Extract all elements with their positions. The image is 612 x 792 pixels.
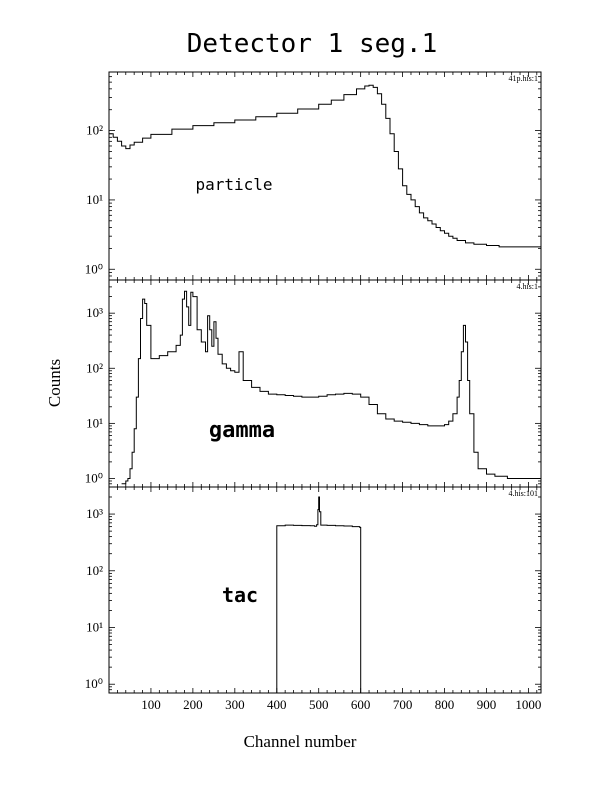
y-tick-label: 10³ — [86, 305, 103, 320]
y-tick-label: 10² — [86, 123, 103, 138]
histogram-id: 4.his:1 — [516, 282, 538, 291]
y-tick-label: 10¹ — [86, 415, 103, 430]
y-tick-label: 10⁰ — [85, 261, 103, 276]
panel-frame — [108, 71, 542, 281]
y-tick-label: 10² — [86, 563, 103, 578]
series-particle-line — [109, 84, 542, 248]
x-axis-label: Channel number — [244, 732, 357, 751]
panel-frame — [108, 486, 542, 694]
panel-particle: 10⁰ 10¹ 10² 41p.his:1 particle — [85, 71, 542, 281]
x-tick-label: 300 — [225, 697, 245, 712]
panel-label: particle — [195, 175, 272, 194]
y-tick-label: 10¹ — [86, 192, 103, 207]
x-tick-label: 1000 — [515, 697, 541, 712]
x-tick-label: 200 — [183, 697, 203, 712]
x-tick-label: 700 — [393, 697, 413, 712]
y-tick-label: 10¹ — [86, 619, 103, 634]
x-tick-label: 800 — [435, 697, 455, 712]
histogram-id: 41p.his:1 — [508, 74, 538, 83]
y-tick-label: 10³ — [86, 506, 103, 521]
y-axis-label: Counts — [45, 359, 64, 407]
panel-gamma: 10⁰ 10¹ 10² 10³ 4.his:1 gamma — [85, 279, 542, 488]
panels: 10⁰ 10¹ 10² 41p.his:1 particle 10⁰ 10¹ 10² 10³ 4.… — [85, 71, 542, 712]
panel-label: gamma — [209, 418, 275, 443]
panel-label: tac — [222, 583, 258, 607]
x-tick-label: 600 — [351, 697, 371, 712]
y-tick-label: 10⁰ — [85, 676, 103, 691]
x-tick-label: 500 — [309, 697, 329, 712]
y-tick-label: 10⁰ — [85, 470, 103, 485]
x-tick-label: 400 — [267, 697, 287, 712]
histogram-id: 4.his:101 — [508, 489, 538, 498]
series-tac-line — [275, 496, 362, 694]
y-tick-label: 10² — [86, 360, 103, 375]
series-gamma-line — [121, 290, 541, 485]
x-tick-label: 100 — [141, 697, 161, 712]
panel-tac: 10⁰ 10¹ 10² 10³ 100 200 300 400 500 600 700 800 900 1… — [85, 486, 542, 712]
panel-frame — [108, 279, 542, 488]
figure-title: Detector 1 seg.1 — [187, 29, 437, 59]
x-tick-label: 900 — [477, 697, 497, 712]
